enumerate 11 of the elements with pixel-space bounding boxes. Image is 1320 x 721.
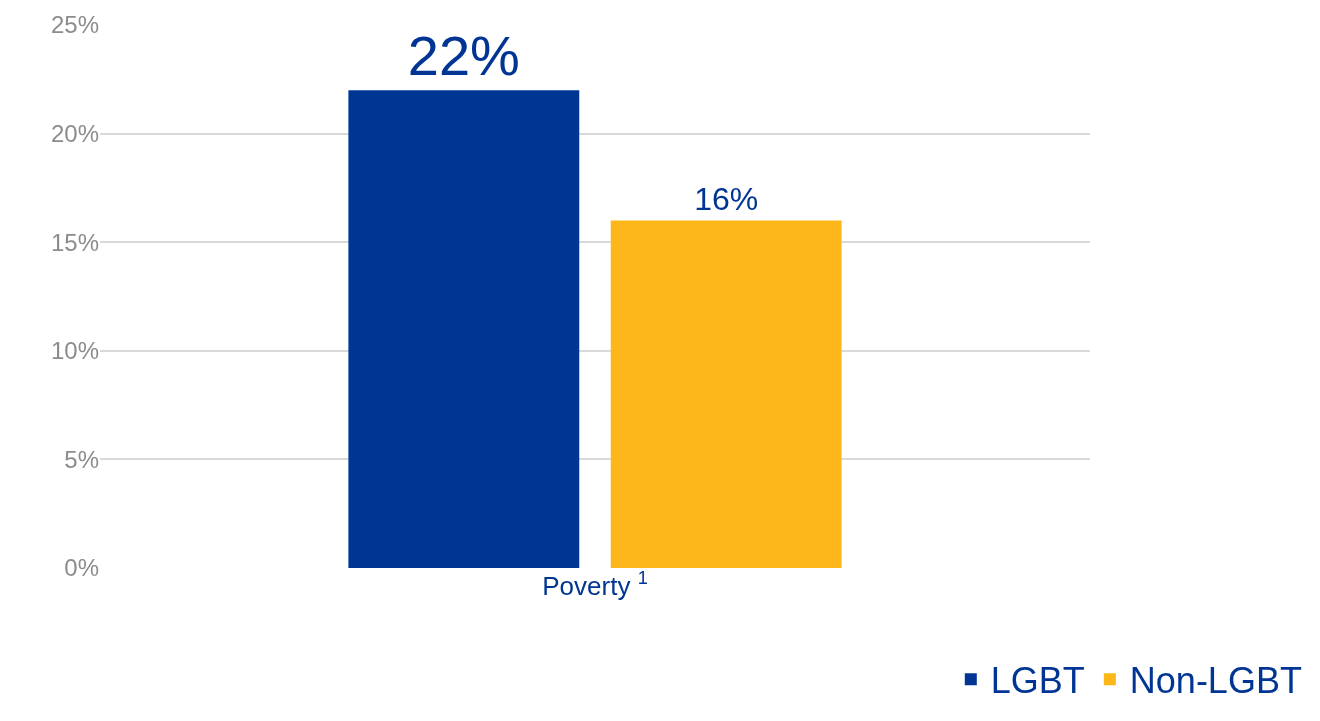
- legend-label: LGBT: [990, 660, 1085, 702]
- y-tick-label: 20%: [50, 120, 99, 147]
- y-tick-label: 0%: [64, 554, 99, 582]
- y-tick-label: 5%: [64, 445, 99, 473]
- data-label: 16%: [694, 181, 759, 218]
- y-tick-label: 15%: [50, 228, 99, 256]
- legend-label: Non-LGBT: [1129, 660, 1302, 702]
- y-tick-label: 10%: [50, 337, 99, 365]
- data-label: 22%: [407, 24, 520, 88]
- y-tick-label: 25%: [50, 11, 99, 39]
- x-tick-label: Poverty $^{1}$: [542, 568, 648, 601]
